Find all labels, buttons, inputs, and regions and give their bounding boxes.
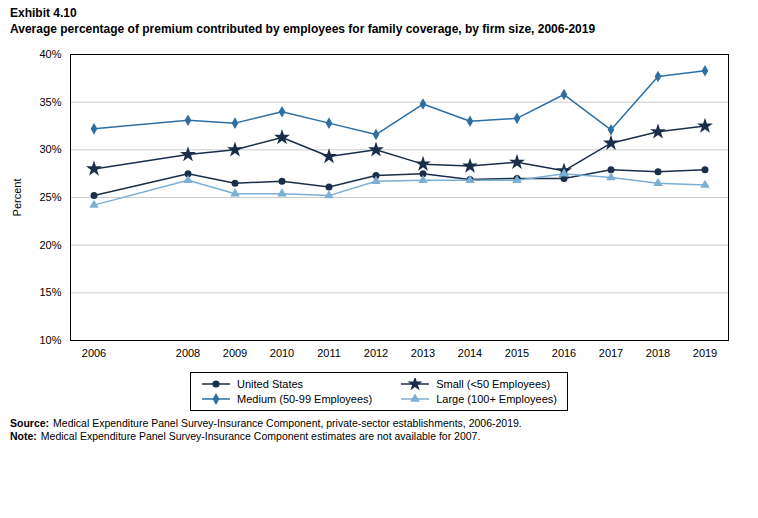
svg-text:10%: 10% <box>39 334 61 346</box>
svg-text:40%: 40% <box>39 48 61 60</box>
svg-text:2006: 2006 <box>82 347 106 359</box>
html-text:United States: United States <box>237 378 304 390</box>
svg-text:2008: 2008 <box>176 347 200 359</box>
svg-text:20%: 20% <box>39 239 61 251</box>
svg-text:2019: 2019 <box>693 347 717 359</box>
svg-text:2011: 2011 <box>317 347 341 359</box>
html-text:Large (100+ Employees): Large (100+ Employees) <box>436 393 557 405</box>
svg-text:15%: 15% <box>39 286 61 298</box>
html-text:Exhibit 4.10: Exhibit 4.10 <box>10 6 77 20</box>
html-text:Medium (50-99 Employees): Medium (50-99 Employees) <box>237 393 373 405</box>
svg-text:2013: 2013 <box>411 347 435 359</box>
svg-text:2012: 2012 <box>364 347 388 359</box>
svg-text:2010: 2010 <box>270 347 294 359</box>
svg-text:2016: 2016 <box>552 347 576 359</box>
svg-text:2015: 2015 <box>505 347 529 359</box>
html-text:Source: Medical Expenditure Pa: Source: Medical Expenditure Panel Survey… <box>10 417 522 429</box>
svg-text:2014: 2014 <box>458 347 482 359</box>
html-text:Average percentage of premium: Average percentage of premium contribute… <box>10 22 596 36</box>
svg-text:2018: 2018 <box>646 347 670 359</box>
svg-text:25%: 25% <box>39 191 61 203</box>
svg-text:Percent: Percent <box>11 179 23 217</box>
svg-text:35%: 35% <box>39 96 61 108</box>
svg-text:30%: 30% <box>39 143 61 155</box>
html-text:Small (<50 Employees): Small (<50 Employees) <box>436 378 551 390</box>
svg-text:2009: 2009 <box>223 347 247 359</box>
svg-text:2017: 2017 <box>599 347 623 359</box>
html-text:Note: Medical Expenditure Pane: Note: Medical Expenditure Panel Survey-I… <box>10 430 481 442</box>
